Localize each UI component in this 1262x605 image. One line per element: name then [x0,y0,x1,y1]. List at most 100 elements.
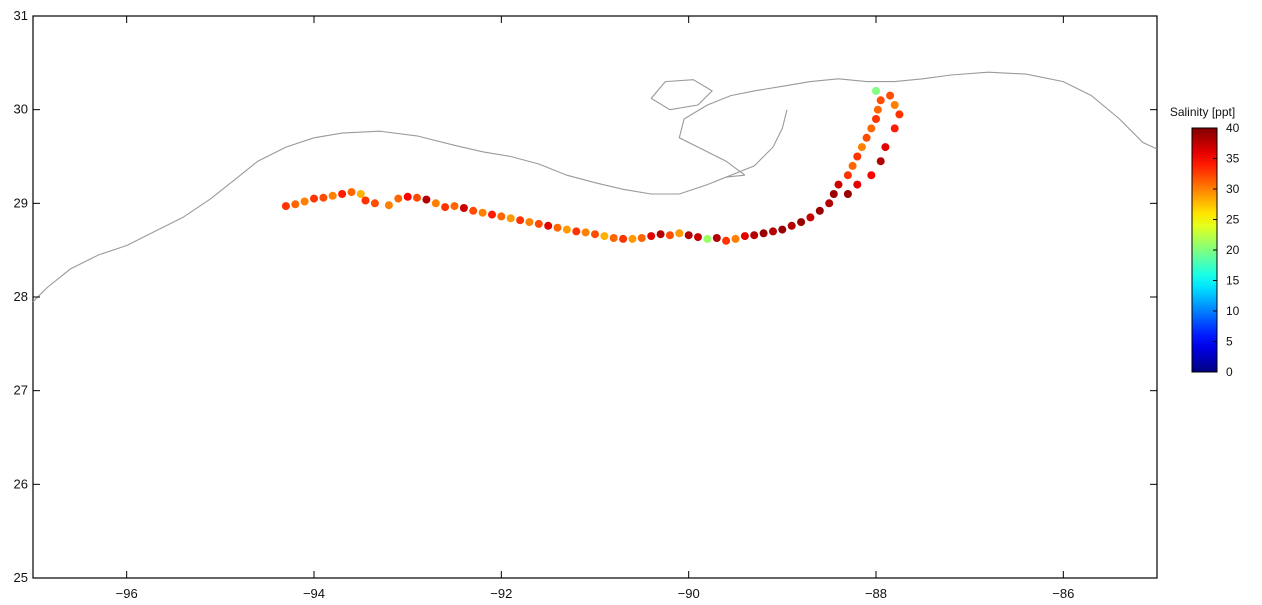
y-tick-label: 27 [14,383,28,398]
coastline-delta-points [725,109,788,178]
data-point [806,213,815,222]
data-point [328,191,337,200]
data-point [338,190,347,198]
data-point [867,171,876,180]
data-point [853,180,862,189]
data-point [370,199,379,208]
data-point [834,180,843,189]
data-point [647,232,656,241]
x-tick-label: −94 [303,586,325,601]
data-point [825,199,834,208]
data-point [361,196,370,205]
data-point [684,231,693,240]
plot-frame [32,15,1158,579]
data-point [665,231,674,240]
y-axis-ticks: 25 26 27 28 29 30 31 [14,8,1157,585]
data-point [394,194,403,203]
data-point [291,200,300,209]
data-point [876,96,885,105]
data-point [413,193,421,202]
data-point [497,212,506,221]
data-point [600,232,609,241]
colorbar-tick-label: 0 [1226,365,1233,379]
data-point [873,105,882,114]
data-point [881,143,890,152]
data-point [441,203,450,212]
data-point [506,214,515,223]
data-point [422,195,431,204]
data-point [356,190,365,198]
data-point [857,143,866,152]
data-point [769,227,777,236]
data-point [853,152,862,161]
data-point [759,229,768,238]
coastline-points [32,130,745,303]
data-point [703,234,712,243]
coastline-inner-points [678,71,1158,176]
data-point [516,216,525,225]
data-point [843,190,852,198]
y-tick-label: 30 [14,102,28,117]
colorbar-tick-label: 5 [1226,335,1233,349]
data-point [572,227,581,236]
y-tick-label: 26 [14,476,28,491]
data-point [694,233,702,242]
colorbar-tick-label: 20 [1226,243,1240,257]
data-point [281,202,290,211]
data-point [872,86,880,95]
data-point [478,208,487,217]
data-point [310,194,318,203]
data-point [488,210,496,219]
coastline [32,71,1158,303]
data-point [778,225,787,234]
data-point [740,232,749,241]
data-point [867,124,876,133]
data-point [731,234,740,243]
x-tick-label: −92 [490,586,512,601]
data-point [637,234,646,242]
data-point [347,188,356,197]
data-point [829,190,838,198]
data-point [712,234,721,242]
data-point [787,221,796,230]
y-tick-label: 29 [14,195,28,210]
data-point [750,231,759,240]
data-point [876,157,885,166]
x-tick-label: −86 [1052,586,1074,601]
data-point [815,206,824,215]
data-point [628,234,637,243]
data-point [890,101,899,109]
data-point [384,201,393,210]
x-tick-label: −96 [116,586,138,601]
x-tick-label: −90 [678,586,700,601]
data-point [619,234,628,243]
colorbar-tick-label: 15 [1226,274,1240,288]
data-point [656,230,665,239]
colorbar-tick-label: 10 [1226,304,1240,318]
colorbar-gradient [1191,127,1218,373]
colorbar-tick-label: 40 [1226,121,1240,135]
data-point [431,199,440,208]
salinity-points [281,86,904,245]
data-point [675,229,684,238]
data-point [450,202,459,211]
colorbar: Salinity [ppt] 0 5 10 15 20 25 30 35 40 [1170,105,1240,379]
colorbar-tick-label: 35 [1226,152,1240,166]
data-point [886,91,895,100]
data-point [469,206,478,215]
colorbar-title: Salinity [ppt] [1170,105,1235,119]
coastline-lake-points [650,79,713,111]
data-point [562,225,571,234]
data-point [544,221,553,230]
data-point [890,124,899,133]
data-point [848,161,857,170]
data-point [300,197,309,206]
colorbar-tick-label: 25 [1226,213,1240,227]
y-tick-label: 25 [14,570,28,585]
data-point [872,115,880,123]
y-tick-label: 31 [14,8,28,23]
y-tick-label: 28 [14,289,28,304]
x-axis-ticks: −96 −94 −92 −90 −88 −86 [116,16,1074,601]
data-point [319,193,328,202]
